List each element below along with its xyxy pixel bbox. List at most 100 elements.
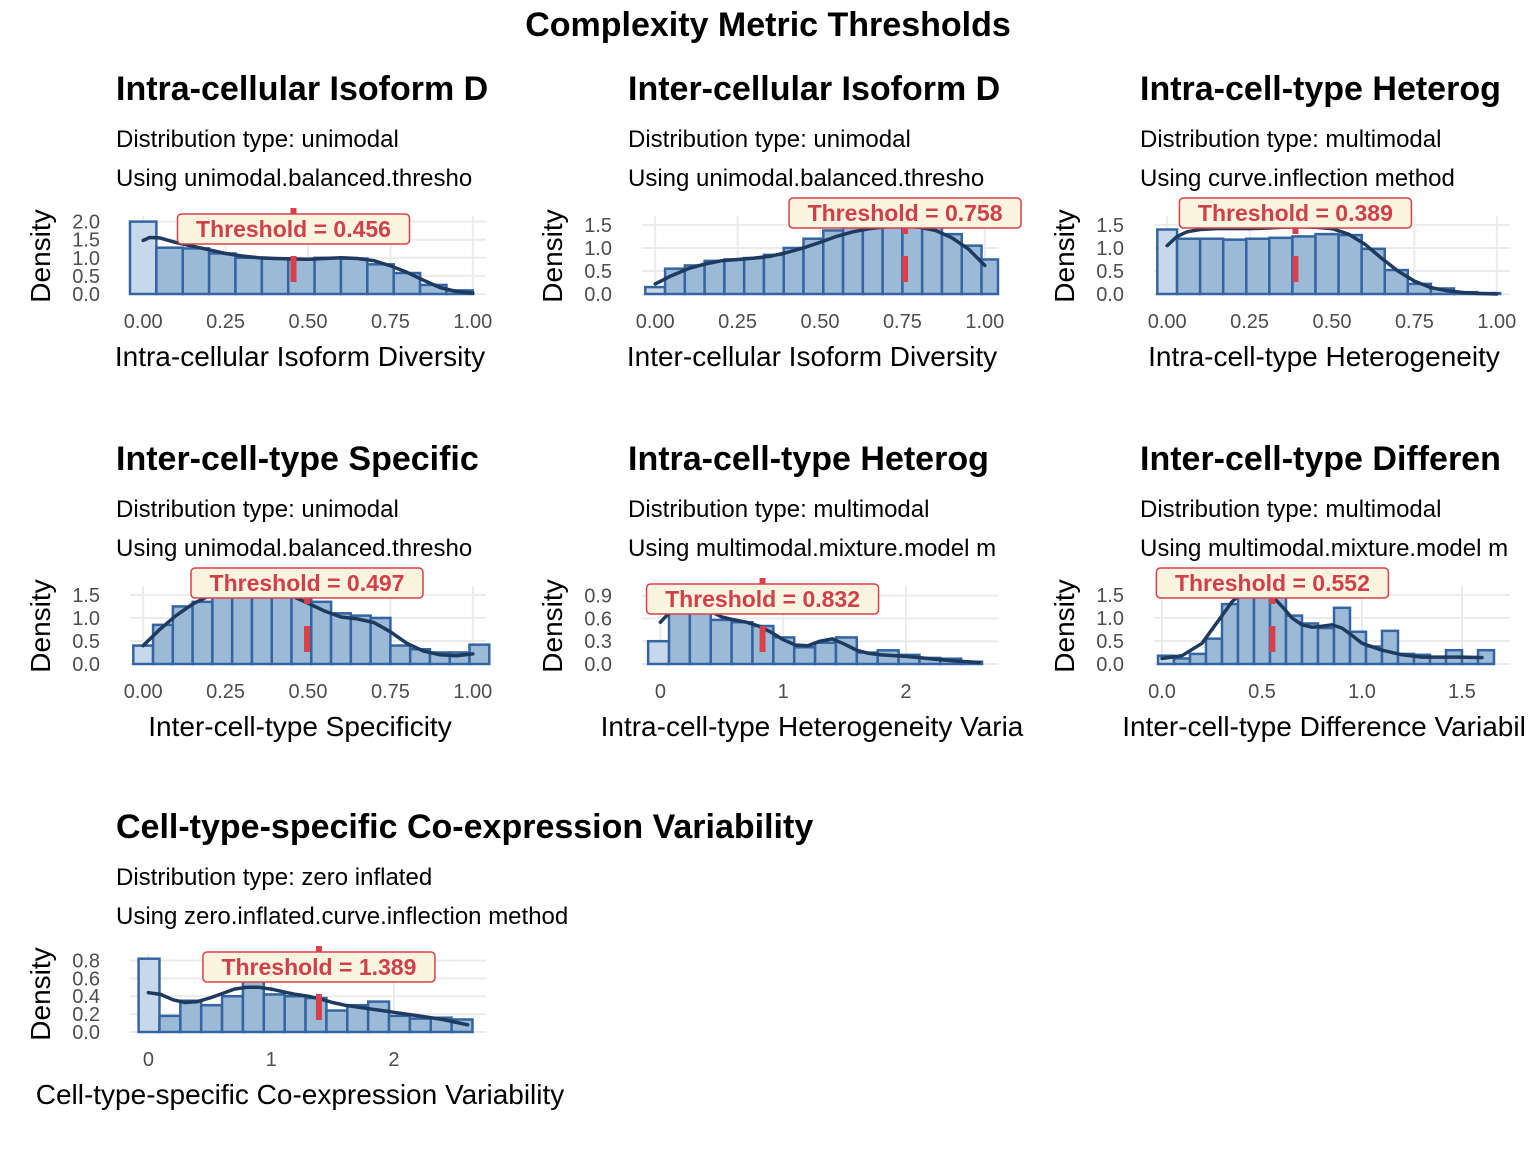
histogram-bar	[1337, 233, 1363, 296]
y-tick-label: 0.9	[584, 586, 612, 608]
panel-heading: Inter-cell-type Differen Distribution typ…	[1140, 440, 1508, 562]
panel-heading: Intra-cell-type Heterog Distribution type…	[628, 440, 996, 562]
histogram-bar	[742, 256, 766, 296]
plot-area	[1156, 208, 1502, 296]
panel-title: Cell-type-specific Co-expression Variabi…	[116, 808, 813, 846]
histogram-bar	[1316, 626, 1336, 666]
threshold-label: Threshold = 0.832	[645, 583, 880, 615]
threshold-label-text: Threshold = 0.758	[808, 200, 1003, 226]
histogram-bar	[709, 618, 733, 666]
plot-area	[137, 946, 474, 1034]
x-tick-label: 0.25	[206, 311, 245, 333]
threshold-label-box	[788, 197, 1022, 229]
x-axis-label: Inter-cell-type Difference Variabil	[1122, 711, 1526, 742]
x-axis-label: Inter-cell-type Specificity	[148, 711, 451, 742]
histogram-bar	[181, 247, 211, 296]
y-tick-label: 2.0	[72, 212, 100, 234]
y-tick-label: 0.5	[584, 261, 612, 283]
x-tick-label: 1.00	[453, 311, 492, 333]
y-tick-label: 0.0	[72, 1022, 100, 1044]
y-tick-label: 0.4	[72, 986, 100, 1008]
y-axis-label: Density	[1049, 209, 1080, 302]
threshold-label-text: Threshold = 0.832	[665, 586, 860, 612]
threshold-label: Threshold = 0.758	[788, 197, 1022, 229]
histogram-bar	[1268, 236, 1294, 296]
threshold-label-box	[645, 583, 880, 615]
y-axis-label: Density	[1049, 579, 1080, 672]
histogram-bar	[366, 263, 395, 296]
y-tick-label: 0.5	[72, 266, 100, 288]
panel-subtitle-distribution: Distribution type: multimodal	[628, 496, 929, 523]
plot-area	[132, 578, 491, 666]
histogram-panel: Inter-cell-type Specific Distribution typ…	[25, 440, 492, 742]
threshold-label-box	[1178, 197, 1413, 229]
x-tick-label: 1.00	[1477, 311, 1516, 333]
y-tick-label: 1.0	[584, 238, 612, 260]
panel-subtitle-method: Using zero.inflated.curve.inflection met…	[116, 903, 568, 930]
panel-heading: Cell-type-specific Co-expression Variabi…	[116, 808, 813, 930]
panel-subtitle-method: Using curve.inflection method	[1140, 165, 1455, 192]
x-tick-label: 0.75	[883, 311, 922, 333]
histogram-bar	[155, 246, 184, 296]
histogram-panel: Intra-cellular Isoform D Distribution typ…	[25, 70, 492, 372]
y-tick-label: 0.0	[72, 284, 100, 306]
y-tick-label: 0.0	[1096, 654, 1124, 676]
histogram-bar	[262, 993, 286, 1034]
x-tick-label: 1.5	[1448, 681, 1476, 703]
x-tick-label: 0.00	[124, 681, 163, 703]
x-tick-label: 0.50	[289, 311, 328, 333]
y-axis-label: Density	[537, 209, 568, 302]
histogram-bar	[1175, 237, 1202, 296]
density-curve	[653, 224, 987, 286]
histogram-bar	[339, 257, 369, 296]
y-tick-label: 1.5	[584, 215, 612, 237]
threshold-label: Threshold = 0.497	[190, 567, 424, 599]
histogram-bar	[1236, 589, 1256, 666]
histogram-bar	[283, 994, 307, 1034]
histogram-bar	[234, 256, 264, 296]
panel-subtitle-method: Using unimodal.balanced.thresho	[116, 535, 472, 562]
histogram-bar	[207, 252, 237, 296]
y-tick-label: 0.5	[72, 631, 100, 653]
histogram-bar	[313, 256, 343, 296]
y-tick-label: 1.0	[1096, 238, 1124, 260]
x-tick-label: 0.75	[1395, 311, 1434, 333]
histogram-bar	[980, 258, 1000, 296]
panel-grid: Intra-cellular Isoform D Distribution typ…	[25, 70, 1526, 1110]
panel-title: Inter-cellular Isoform D	[628, 70, 1000, 108]
panel-subtitle-method: Using unimodal.balanced.thresho	[116, 165, 472, 192]
threshold-label-text: Threshold = 0.456	[196, 216, 391, 242]
histogram-bar	[644, 285, 667, 296]
panel-heading: Intra-cell-type Heterog Distribution type…	[1140, 70, 1501, 192]
threshold-label-text: Threshold = 0.552	[1175, 570, 1370, 596]
histogram-bar	[250, 588, 273, 666]
histogram-bar	[179, 999, 203, 1034]
panel-subtitle-method: Using multimodal.mixture.model m	[1140, 535, 1508, 562]
histogram-bar	[703, 259, 726, 296]
histogram-bar	[158, 1014, 182, 1034]
histogram-bar	[813, 641, 838, 666]
x-tick-label: 0.50	[1313, 311, 1352, 333]
histogram-bar	[1245, 237, 1271, 296]
panel-title: Inter-cell-type Differen	[1140, 440, 1501, 478]
x-tick-label: 0.25	[1230, 311, 1269, 333]
plot-area	[128, 208, 475, 296]
y-tick-label: 0.8	[72, 950, 100, 972]
histogram-bar	[220, 994, 245, 1034]
panel-title: Intra-cell-type Heterog	[628, 440, 989, 478]
histogram-bar	[881, 218, 904, 296]
histogram-bar	[191, 600, 214, 666]
histogram-bar	[1360, 247, 1386, 296]
histogram-bar	[1221, 238, 1248, 296]
x-axis-label: Inter-cellular Isoform Diversity	[627, 341, 997, 372]
panel-subtitle-distribution: Distribution type: unimodal	[116, 126, 399, 153]
histogram-bar	[260, 257, 290, 296]
histogram-panel: Intra-cell-type Heterog Distribution type…	[537, 440, 1024, 742]
y-tick-label: 0.6	[584, 608, 612, 630]
histogram-bar	[1314, 232, 1340, 296]
x-tick-label: 0.00	[636, 311, 675, 333]
x-axis-label: Intra-cell-type Heterogeneity	[1148, 341, 1500, 372]
histogram-bar	[792, 646, 817, 666]
x-tick-label: 0.0	[1148, 681, 1176, 703]
threshold-label: Threshold = 0.552	[1155, 567, 1390, 599]
